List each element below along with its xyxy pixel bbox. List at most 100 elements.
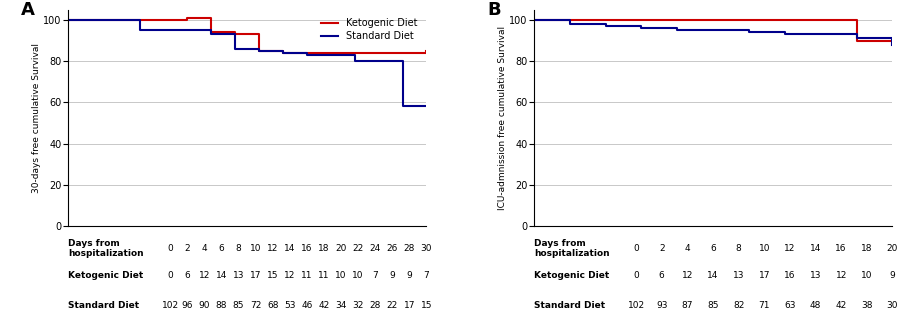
Ketogenic Diet bbox=[528, 18, 539, 22]
Line: Ketogenic Diet: Ketogenic Diet bbox=[68, 18, 427, 53]
Text: 28: 28 bbox=[404, 244, 415, 253]
Text: 63: 63 bbox=[784, 301, 795, 310]
Standard Diet bbox=[600, 24, 611, 28]
Text: 0: 0 bbox=[633, 271, 639, 280]
Text: 85: 85 bbox=[233, 301, 245, 310]
Text: Days from
hospitalization: Days from hospitalization bbox=[68, 239, 143, 258]
Text: 26: 26 bbox=[387, 244, 398, 253]
Text: 42: 42 bbox=[318, 301, 330, 310]
Text: 6: 6 bbox=[659, 271, 665, 280]
Ketogenic Diet bbox=[159, 18, 169, 22]
Ketogenic Diet bbox=[230, 32, 241, 36]
Text: 85: 85 bbox=[708, 301, 718, 310]
Text: 9: 9 bbox=[390, 271, 395, 280]
Line: Standard Diet: Standard Diet bbox=[68, 20, 427, 107]
Text: 12: 12 bbox=[267, 244, 278, 253]
Text: 32: 32 bbox=[352, 301, 363, 310]
Text: 10: 10 bbox=[250, 244, 261, 253]
Text: 11: 11 bbox=[318, 271, 330, 280]
Text: 46: 46 bbox=[301, 301, 313, 310]
Text: 10: 10 bbox=[861, 271, 872, 280]
Y-axis label: 30-days free cumulative Survival: 30-days free cumulative Survival bbox=[32, 43, 41, 193]
Text: 24: 24 bbox=[370, 244, 381, 253]
Text: Standard Diet: Standard Diet bbox=[68, 301, 140, 310]
Y-axis label: ICU-admnission free cumulative Survival: ICU-admnission free cumulative Survival bbox=[497, 26, 506, 210]
Ketogenic Diet bbox=[672, 18, 683, 22]
Ketogenic Diet bbox=[636, 18, 647, 22]
Ketogenic Diet bbox=[182, 16, 193, 20]
Text: 28: 28 bbox=[370, 301, 381, 310]
Text: 102: 102 bbox=[628, 301, 645, 310]
Text: 14: 14 bbox=[708, 271, 718, 280]
Text: 93: 93 bbox=[656, 301, 668, 310]
Text: Ketogenic Diet: Ketogenic Diet bbox=[534, 271, 609, 280]
Text: 88: 88 bbox=[216, 301, 227, 310]
Text: 22: 22 bbox=[352, 244, 363, 253]
Text: 20: 20 bbox=[335, 244, 347, 253]
Text: 7: 7 bbox=[372, 271, 378, 280]
Ketogenic Diet bbox=[254, 49, 265, 53]
Standard Diet bbox=[815, 32, 826, 36]
Line: Ketogenic Diet: Ketogenic Diet bbox=[534, 20, 892, 41]
Standard Diet bbox=[887, 43, 898, 47]
Text: 48: 48 bbox=[810, 301, 821, 310]
Ketogenic Diet bbox=[600, 18, 611, 22]
Standard Diet bbox=[528, 18, 539, 22]
Text: 10: 10 bbox=[758, 244, 770, 253]
Text: B: B bbox=[487, 1, 501, 19]
Text: 0: 0 bbox=[168, 244, 173, 253]
Standard Diet bbox=[206, 32, 217, 36]
Text: 12: 12 bbox=[681, 271, 693, 280]
Text: 12: 12 bbox=[284, 271, 295, 280]
Ketogenic Diet bbox=[63, 18, 73, 22]
Standard Diet bbox=[421, 105, 432, 108]
Text: 10: 10 bbox=[352, 271, 364, 280]
Ketogenic Diet bbox=[815, 18, 826, 22]
Text: 6: 6 bbox=[184, 271, 190, 280]
Standard Diet bbox=[134, 28, 145, 32]
Text: 90: 90 bbox=[198, 301, 210, 310]
Text: 53: 53 bbox=[284, 301, 295, 310]
Ketogenic Diet bbox=[708, 18, 718, 22]
Text: 0: 0 bbox=[168, 271, 173, 280]
Text: 6: 6 bbox=[710, 244, 716, 253]
Text: 9: 9 bbox=[407, 271, 412, 280]
Ketogenic Diet bbox=[851, 39, 862, 43]
Text: 14: 14 bbox=[216, 271, 227, 280]
Text: 10: 10 bbox=[335, 271, 347, 280]
Text: 22: 22 bbox=[387, 301, 398, 310]
Text: 20: 20 bbox=[887, 244, 898, 253]
Text: 9: 9 bbox=[890, 271, 895, 280]
Standard Diet bbox=[277, 51, 288, 55]
Text: 42: 42 bbox=[835, 301, 847, 310]
Text: 2: 2 bbox=[185, 244, 190, 253]
Text: 12: 12 bbox=[835, 271, 847, 280]
Ketogenic Diet bbox=[887, 39, 898, 43]
Text: 16: 16 bbox=[835, 244, 847, 253]
Standard Diet bbox=[302, 53, 313, 57]
Standard Diet bbox=[159, 28, 169, 32]
Ketogenic Diet bbox=[421, 49, 432, 53]
Standard Diet bbox=[744, 30, 755, 34]
Standard Diet bbox=[397, 105, 408, 108]
Text: 15: 15 bbox=[267, 271, 278, 280]
Standard Diet bbox=[851, 36, 862, 40]
Text: 13: 13 bbox=[810, 271, 821, 280]
Text: 18: 18 bbox=[861, 244, 872, 253]
Text: Ketogenic Diet: Ketogenic Diet bbox=[68, 271, 143, 280]
Text: 87: 87 bbox=[681, 301, 693, 310]
Text: 72: 72 bbox=[250, 301, 261, 310]
Text: 30: 30 bbox=[420, 244, 432, 253]
Text: 38: 38 bbox=[861, 301, 872, 310]
Standard Diet bbox=[254, 49, 265, 53]
Standard Diet bbox=[779, 32, 790, 36]
Text: 82: 82 bbox=[733, 301, 745, 310]
Line: Standard Diet: Standard Diet bbox=[534, 20, 892, 45]
Text: 14: 14 bbox=[810, 244, 821, 253]
Text: 8: 8 bbox=[736, 244, 741, 253]
Standard Diet bbox=[182, 28, 193, 32]
Standard Diet bbox=[636, 26, 647, 30]
Text: 96: 96 bbox=[181, 301, 193, 310]
Text: 17: 17 bbox=[250, 271, 261, 280]
Text: 13: 13 bbox=[733, 271, 745, 280]
